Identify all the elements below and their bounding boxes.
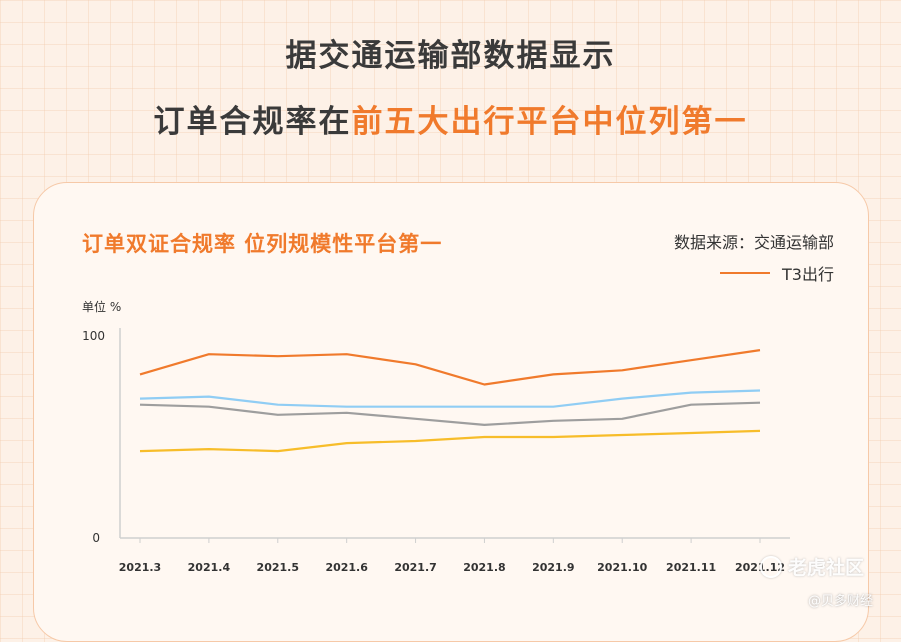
- x-tick-label: 2021.9: [532, 561, 574, 574]
- y-tick-label: 0: [92, 531, 100, 545]
- headline-accent: 前五大出行平台中位列第一: [351, 104, 748, 140]
- watermark-main-text: 老虎社区: [788, 557, 865, 579]
- series-line-3: [139, 429, 761, 453]
- watermark-main: 老虎社区: [760, 553, 864, 580]
- headline-plain: 订单合规率在: [153, 104, 352, 140]
- x-tick-label: 2021.5: [257, 561, 299, 574]
- x-tick-label: 2021.8: [463, 561, 505, 574]
- chart-card: 订单双证合规率 位列规模性平台第一 数据来源：交通运输部 T3出行: [33, 182, 869, 642]
- series-line-0: [139, 349, 761, 386]
- line-chart: 单位 % 0 100 2021.3 2021.4 2021.5 2021.6 2021.7 20…: [82, 299, 790, 574]
- series-line-1: [139, 389, 761, 408]
- chart-title: 订单双证合规率 位列规模性平台第一: [82, 232, 443, 256]
- legend-label: T3出行: [782, 265, 834, 284]
- x-tick-label: 2021.3: [119, 561, 161, 574]
- watermark-logo-icon: [760, 555, 782, 578]
- x-tick-label: 2021.4: [188, 561, 231, 574]
- x-tick-label: 2021.7: [394, 561, 436, 574]
- headline-line-1: 据交通运输部数据显示: [285, 38, 616, 74]
- watermark-sub: @贝多财经: [808, 594, 874, 609]
- legend-line-swatch: [720, 272, 771, 274]
- y-unit-label: 单位 %: [82, 299, 121, 314]
- x-tick-label: 2021.6: [325, 561, 368, 574]
- headline-line-2: 订单合规率在前五大出行平台中位列第一: [0, 96, 901, 141]
- x-tick-label: 2021.10: [597, 561, 647, 574]
- y-tick-label: 100: [82, 329, 105, 343]
- x-tick-label: 2021.11: [666, 561, 716, 574]
- series-line-2: [139, 401, 761, 426]
- legend: T3出行: [720, 261, 834, 285]
- data-source: 数据来源：交通运输部: [673, 233, 834, 252]
